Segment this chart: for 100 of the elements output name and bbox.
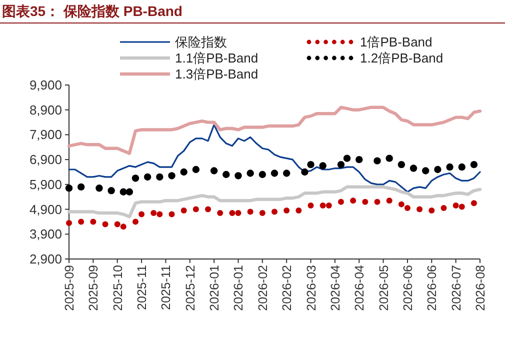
- y-tick-label: 9,900: [29, 78, 62, 92]
- point: [272, 208, 278, 215]
- point: [77, 183, 85, 191]
- y-tick-label: 8,900: [29, 102, 62, 118]
- x-tick-label: 2026-08: [474, 264, 488, 311]
- point: [452, 202, 459, 209]
- point: [156, 173, 164, 181]
- point: [428, 208, 435, 214]
- point: [284, 208, 290, 214]
- point: [144, 173, 152, 181]
- legend-label: 1.3倍PB-Band: [175, 66, 258, 82]
- point: [416, 206, 423, 212]
- legend-label: 1.2倍PB-Band: [360, 50, 444, 66]
- point: [138, 211, 145, 218]
- point: [362, 198, 368, 205]
- point: [168, 172, 176, 180]
- point: [458, 204, 465, 210]
- point: [132, 218, 138, 225]
- point: [307, 160, 314, 168]
- point: [126, 188, 134, 196]
- point: [229, 210, 236, 216]
- x-tick-label: 2025-09: [62, 264, 76, 311]
- y-tick-label: 2,900: [29, 252, 62, 266]
- point: [65, 184, 73, 192]
- point: [338, 198, 344, 205]
- point: [78, 218, 84, 225]
- point: [350, 198, 356, 204]
- point: [108, 187, 115, 194]
- point: [156, 211, 163, 218]
- x-tick-label: 2026-05: [376, 264, 391, 311]
- point: [398, 201, 404, 208]
- point: [458, 163, 466, 171]
- x-tick-label: 2026-04: [352, 264, 367, 311]
- title: 图表35： 保险指数 PB-Band: [2, 3, 182, 19]
- y-tick-label: 7,900: [29, 127, 62, 142]
- point: [308, 202, 314, 209]
- x-tick-label: 2026-06: [400, 264, 415, 311]
- point: [319, 162, 326, 170]
- point: [422, 167, 430, 174]
- y-tick-label: 6,900: [29, 152, 62, 168]
- point: [470, 160, 478, 168]
- point: [356, 156, 363, 164]
- point: [235, 210, 242, 216]
- point: [337, 160, 345, 168]
- x-tick-label: 2026-02: [280, 264, 294, 311]
- point: [446, 163, 454, 171]
- point: [470, 200, 477, 206]
- legend-label: 1倍PB-Band: [360, 34, 432, 50]
- legend-label: 保险指数: [175, 34, 227, 50]
- point: [120, 188, 127, 196]
- point: [374, 157, 381, 164]
- point: [120, 224, 126, 230]
- point: [259, 210, 266, 216]
- point: [132, 174, 140, 182]
- point: [386, 198, 392, 204]
- x-tick-label: 2026-02: [256, 264, 270, 311]
- point: [210, 167, 218, 174]
- point: [168, 211, 175, 218]
- point: [410, 164, 418, 172]
- point: [96, 184, 103, 192]
- point: [90, 218, 96, 225]
- legend-label: 1.1倍PB-Band: [175, 50, 258, 66]
- x-tick-label: 2026-01: [232, 264, 246, 311]
- x-tick-label: 2025-09: [86, 264, 101, 311]
- point: [102, 221, 108, 228]
- point: [270, 170, 278, 177]
- x-tick-label: 2026-01: [208, 264, 222, 311]
- x-tick-label: 2025-10: [110, 264, 125, 311]
- x-tick-label: 2026-04: [328, 264, 342, 311]
- point: [440, 205, 447, 212]
- y-tick-label: 3,900: [29, 226, 62, 242]
- point: [282, 170, 290, 177]
- point: [150, 210, 157, 216]
- point: [247, 208, 254, 215]
- point: [246, 170, 254, 177]
- point: [326, 202, 332, 209]
- x-tick-label: 2025-12: [183, 264, 198, 311]
- point: [180, 208, 187, 214]
- point: [434, 166, 442, 174]
- point: [205, 206, 212, 212]
- point: [222, 170, 230, 178]
- point: [386, 154, 393, 162]
- point: [301, 168, 308, 176]
- y-tick-label: 5,900: [29, 176, 62, 192]
- point: [180, 168, 188, 176]
- point: [114, 221, 120, 228]
- x-tick-label: 2026-07: [449, 264, 464, 311]
- point: [320, 202, 326, 209]
- point: [234, 172, 242, 180]
- point: [192, 166, 200, 174]
- y-tick-label: 4,900: [29, 202, 62, 217]
- point: [296, 208, 302, 214]
- point: [343, 154, 351, 162]
- point: [398, 160, 406, 168]
- point: [66, 220, 72, 226]
- x-tick-label: 2026-06: [425, 264, 440, 311]
- point: [217, 210, 224, 216]
- point: [404, 205, 410, 212]
- x-tick-label: 2025-11: [135, 264, 150, 310]
- x-tick-label: 2026-03: [304, 264, 318, 311]
